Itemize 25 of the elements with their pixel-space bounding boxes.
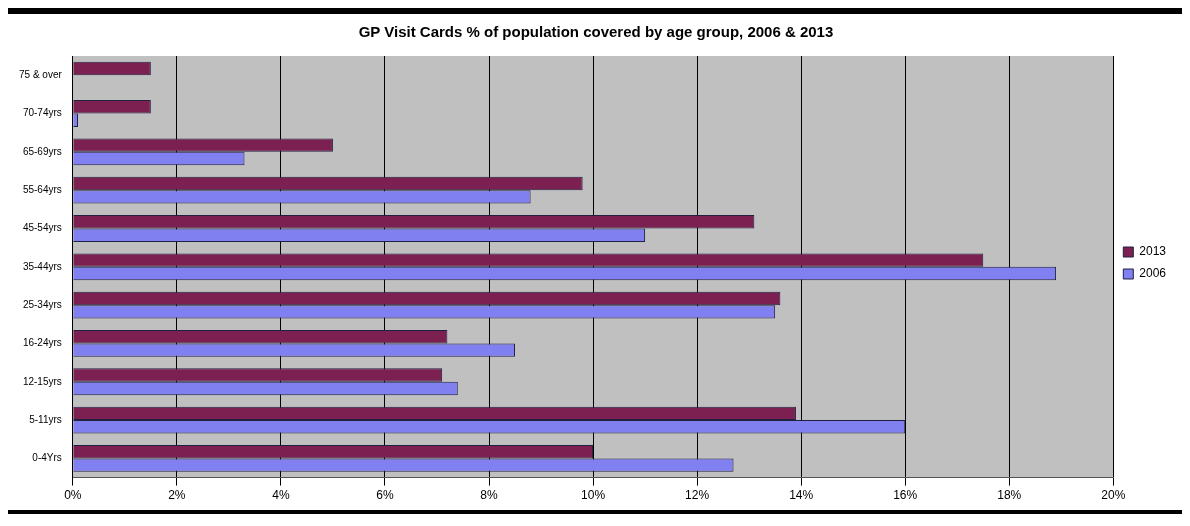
y-tick-label: 45-54yrs <box>22 222 62 234</box>
x-tick-label: 2% <box>168 488 186 503</box>
y-tick-label: 75 & over <box>18 68 63 80</box>
x-tick-label: 10% <box>581 488 606 503</box>
x-tick-label: 14% <box>789 488 814 503</box>
y-tick-label: 55-64yrs <box>22 183 62 195</box>
x-tick-label: 12% <box>685 488 710 503</box>
x-tick-label: 8% <box>480 488 499 503</box>
x-tick-label: 16% <box>893 488 918 503</box>
y-tick-label: 70-74yrs <box>22 107 62 119</box>
y-tick-label: 12-15yrs <box>22 375 62 387</box>
x-tick-label: 6% <box>376 488 394 503</box>
y-tick-label: 0-4Yrs <box>32 452 62 464</box>
y-tick-label: 25-34yrs <box>22 298 62 310</box>
y-tick-label: 65-69yrs <box>22 145 62 157</box>
legend-label: 2013 <box>1139 244 1167 259</box>
chart-title: GP Visit Cards % of population covered by age group, 2006 & 2013 <box>358 23 834 41</box>
y-tick-label: 16-24yrs <box>22 337 62 349</box>
y-tick-label: 5-11yrs <box>29 413 62 425</box>
x-tick-label: 20% <box>1101 488 1126 503</box>
legend-label: 2006 <box>1139 266 1167 281</box>
x-tick-label: 18% <box>997 488 1022 503</box>
x-tick-label: 0% <box>64 488 82 503</box>
y-tick-label: 35-44yrs <box>22 260 62 272</box>
x-tick-label: 4% <box>272 488 290 503</box>
